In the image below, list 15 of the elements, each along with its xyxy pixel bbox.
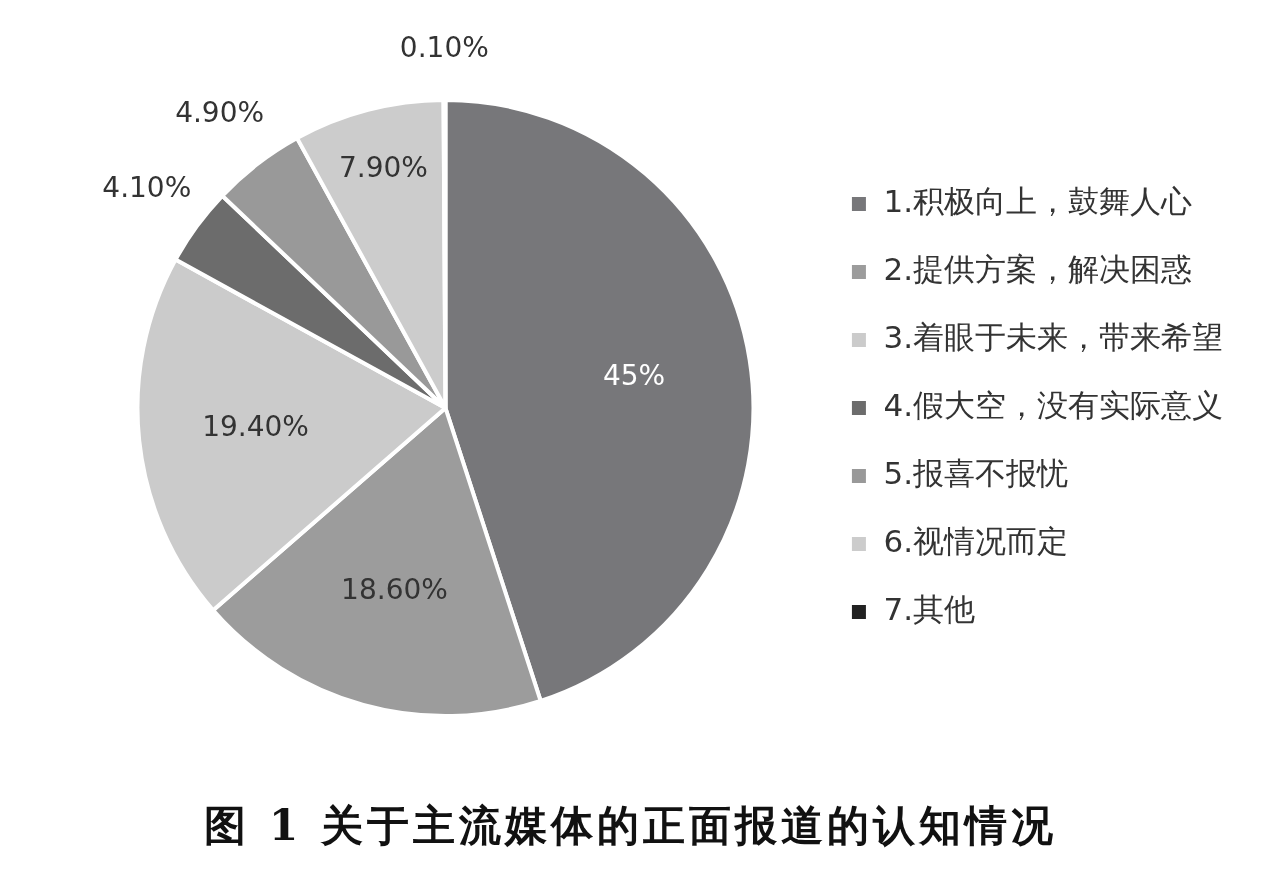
legend-label: 1.积极向上，鼓舞人心 bbox=[883, 183, 1192, 220]
data-label: 7.90% bbox=[338, 150, 428, 184]
legend-label: 4.假大空，没有实际意义 bbox=[883, 387, 1223, 424]
legend-label: 7.其他 bbox=[883, 591, 975, 628]
data-label: 0.10% bbox=[399, 31, 489, 65]
legend-label: 6.视情况而定 bbox=[883, 523, 1068, 560]
data-label: 19.40% bbox=[202, 409, 309, 443]
legend-label: 3.着眼于未来，带来希望 bbox=[883, 319, 1223, 356]
data-label: 45% bbox=[602, 359, 666, 393]
data-label: 18.60% bbox=[341, 573, 448, 607]
legend-label: 2.提供方案，解决困惑 bbox=[883, 251, 1192, 288]
data-label: 4.90% bbox=[175, 96, 265, 130]
data-label: 4.10% bbox=[102, 170, 192, 204]
legend-label: 5.报喜不报忧 bbox=[883, 455, 1068, 492]
text: 图 1 关于主流媒体的正面报道的认知情况 bbox=[203, 800, 1058, 852]
